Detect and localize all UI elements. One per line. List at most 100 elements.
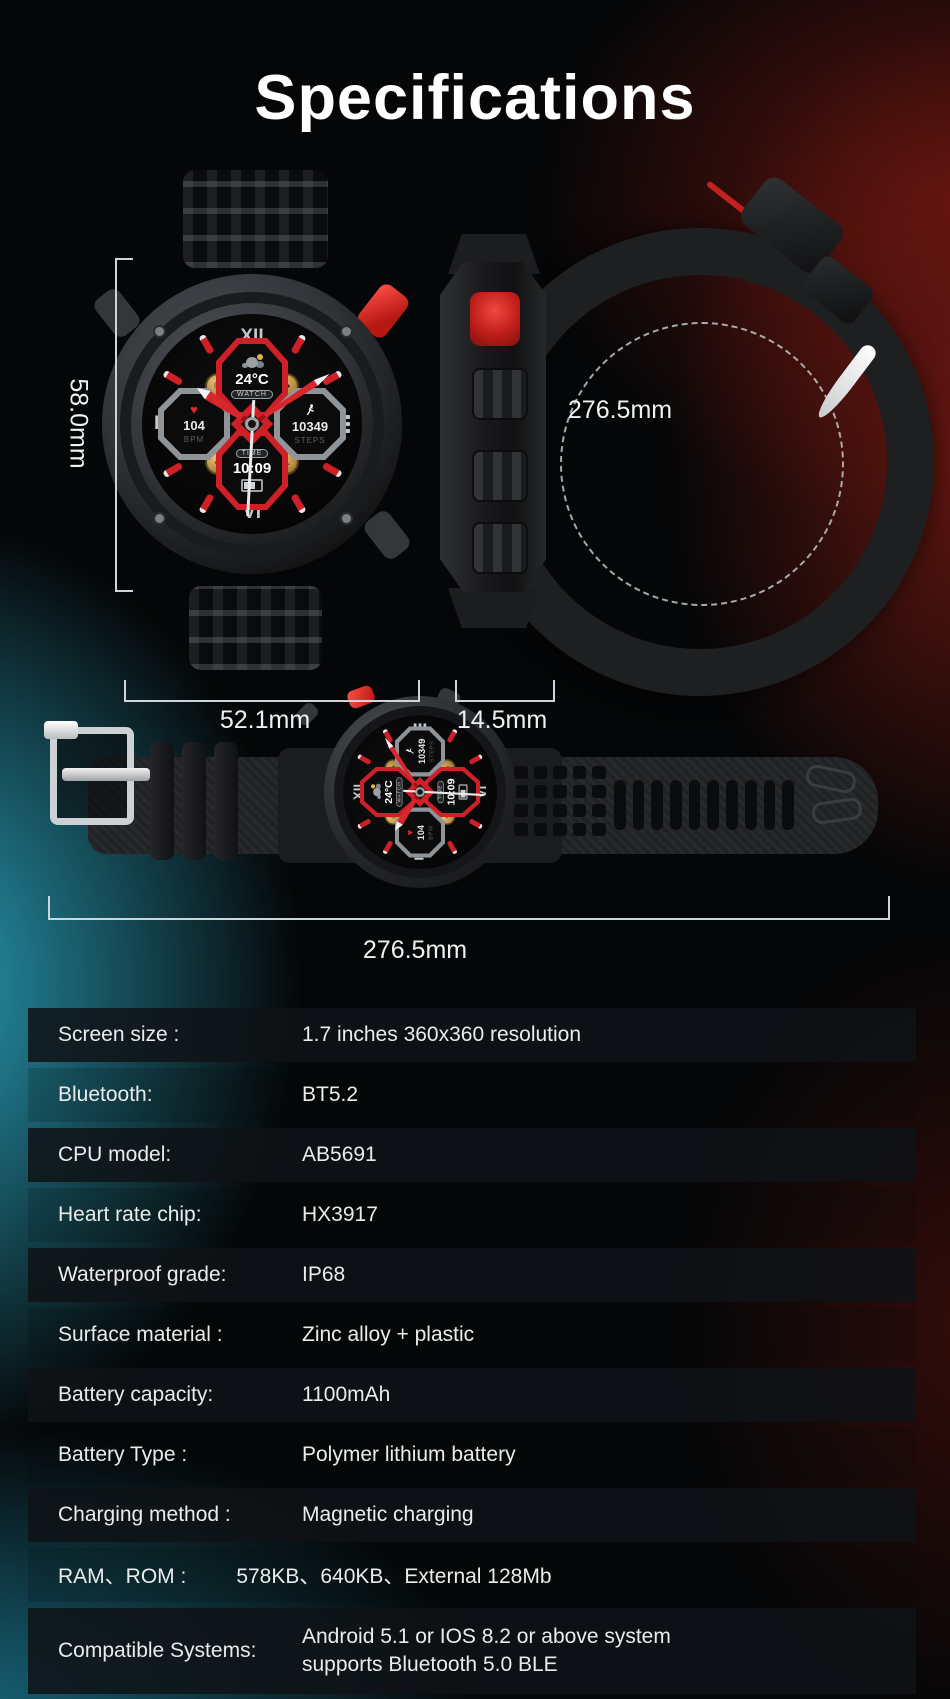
strap-hole-grid xyxy=(514,766,606,836)
mini-watch-dial: XII IX VI ☾ ◆ ✓ ▲ 24°C WATCH ♥ xyxy=(343,715,497,869)
temperature-value: 24°C xyxy=(235,371,269,388)
spec-label: Bluetooth: xyxy=(58,1083,153,1106)
thickness-bracket xyxy=(455,680,555,702)
side-case-texture xyxy=(472,522,528,574)
spec-label: Battery Type : xyxy=(58,1443,188,1466)
weather-cloud-icon xyxy=(246,354,263,368)
weather-cloud-icon xyxy=(373,788,381,796)
heart-rate-value: 104 xyxy=(415,825,427,841)
spec-label: Compatible Systems: xyxy=(58,1639,257,1662)
spec-label: Waterproof grade: xyxy=(58,1263,227,1286)
hour-tick xyxy=(382,840,394,856)
side-case-texture xyxy=(472,450,528,502)
buckle-prong xyxy=(62,768,150,781)
spec-label: Heart rate chip: xyxy=(58,1203,202,1226)
hour-tick xyxy=(197,333,215,355)
heart-icon: ♥ xyxy=(190,402,198,417)
hour-tick xyxy=(356,818,372,830)
hour-tick xyxy=(161,369,183,387)
spec-value: Polymer lithium battery xyxy=(302,1443,516,1466)
runner-icon xyxy=(306,404,314,416)
spec-value: 578KB、640KB、External 128Mb xyxy=(236,1565,552,1588)
hour-tick xyxy=(197,493,215,515)
spec-value: 1100mAh xyxy=(302,1383,391,1406)
spec-row-waterproof: Waterproof grade: IP68 xyxy=(28,1248,916,1302)
spec-row-compatible-systems: Compatible Systems: Android 5.1 or IOS 8… xyxy=(28,1608,916,1694)
weather-complication: 24°C WATCH xyxy=(216,338,288,418)
steps-unit: STEPS xyxy=(294,436,326,445)
spec-row-ram-rom: RAM、ROM : 578KB、640KB、External 128Mb xyxy=(28,1548,916,1602)
steps-unit: STEPS xyxy=(428,740,435,763)
spec-label: Surface material : xyxy=(58,1323,223,1346)
runner-icon xyxy=(405,747,415,756)
hands-center-cap xyxy=(415,787,425,797)
spec-label: CPU model: xyxy=(58,1143,172,1166)
watch-dial: XII IX VI ☾ ◆ ✓ ▲ 24°C WATCH ♥ 104 BPM xyxy=(142,314,362,534)
hands-center-cap xyxy=(245,417,259,431)
watch-flat-view-face: XII IX VI ☾ ◆ ✓ ▲ 24°C WATCH ♥ xyxy=(324,696,516,888)
hour-tick xyxy=(289,333,307,355)
steps-complication: 10349 STEPS xyxy=(274,388,346,460)
spec-value: 1.7 inches 360x360 resolution xyxy=(302,1023,582,1046)
hour-tick xyxy=(161,461,183,479)
specifications-table: Screen size : 1.7 inches 360x360 resolut… xyxy=(28,1008,916,1694)
heart-rate-unit: BPM xyxy=(427,825,434,840)
side-case-texture xyxy=(472,368,528,420)
strap-circumference-label: 276.5mm xyxy=(567,396,673,424)
case-thickness-label: 14.5mm xyxy=(456,706,548,734)
bezel-screw xyxy=(153,325,166,338)
spec-row-cpu: CPU model: AB5691 xyxy=(28,1128,916,1182)
bezel-screw xyxy=(340,512,353,525)
spec-value: Magnetic charging xyxy=(302,1503,474,1526)
battery-icon xyxy=(241,478,263,492)
strap-keeper-loop xyxy=(150,742,174,860)
watch-strap-top xyxy=(183,170,328,268)
spec-row-battery-capacity: Battery capacity: 1100mAh xyxy=(28,1368,916,1422)
sun-icon xyxy=(371,784,375,788)
spec-value: HX3917 xyxy=(302,1203,378,1226)
hour-tick xyxy=(289,493,307,515)
time-value: 10:09 xyxy=(232,459,272,477)
watch-badge: WATCH xyxy=(396,777,402,806)
strap-keeper-loop xyxy=(214,742,238,860)
spec-row-charging-method: Charging method : Magnetic charging xyxy=(28,1488,916,1542)
width-bracket xyxy=(124,680,420,702)
flat-buckle-cap xyxy=(44,721,78,739)
hour-tick xyxy=(321,461,343,479)
steps-complication: 10349 STEPS xyxy=(395,726,445,776)
temperature-value: 24°C xyxy=(382,780,395,804)
spec-label: Screen size : xyxy=(58,1023,180,1046)
spec-value: AB5691 xyxy=(302,1143,377,1166)
hour-tick xyxy=(468,754,484,766)
spec-row-screen-size: Screen size : 1.7 inches 360x360 resolut… xyxy=(28,1008,916,1062)
spec-row-surface-material: Surface material : Zinc alloy + plastic xyxy=(28,1308,916,1362)
steps-value: 10349 xyxy=(291,419,329,434)
height-bracket xyxy=(115,258,133,592)
spec-row-bluetooth: Bluetooth: BT5.2 xyxy=(28,1068,916,1122)
case-width-label: 52.1mm xyxy=(219,706,311,734)
watch-strap-bottom xyxy=(189,586,322,670)
spec-row-heart-rate-chip: Heart rate chip: HX3917 xyxy=(28,1188,916,1242)
hour-tick xyxy=(446,840,458,856)
spec-value: IP68 xyxy=(302,1263,346,1286)
side-case-lug-bottom xyxy=(448,588,540,628)
strap-total-length-label: 276.5mm xyxy=(362,936,468,964)
spec-value: BT5.2 xyxy=(302,1083,359,1106)
strap-adjustment-slots xyxy=(614,780,794,830)
heart-icon: ♥ xyxy=(404,829,416,836)
heart-rate-unit: BPM xyxy=(183,435,205,444)
bezel-screw xyxy=(153,512,166,525)
spec-label: Charging method : xyxy=(58,1503,231,1526)
watch-badge: WATCH xyxy=(231,390,273,399)
spec-value: Android 5.1 or IOS 8.2 or above system s… xyxy=(302,1624,671,1676)
heart-rate-value: 104 xyxy=(183,418,205,433)
spec-label: RAM、ROM : xyxy=(58,1565,187,1588)
sun-icon xyxy=(257,354,263,360)
steps-value: 10349 xyxy=(416,738,427,765)
spec-value: Zinc alloy + plastic xyxy=(302,1323,475,1346)
spec-label: Battery capacity: xyxy=(58,1383,214,1406)
total-length-bracket xyxy=(48,896,890,920)
bezel-screw xyxy=(340,325,353,338)
strap-keeper-loop xyxy=(182,742,206,860)
